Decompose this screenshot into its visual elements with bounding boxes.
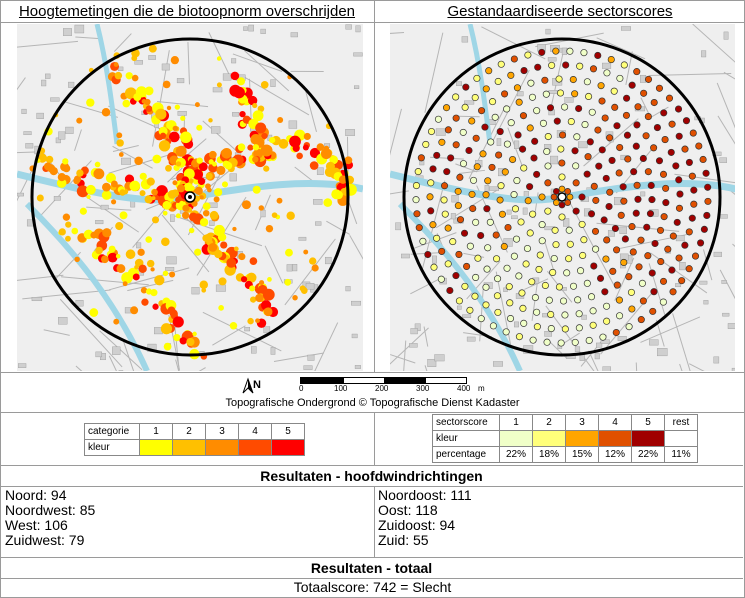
legend-score: 3 — [565, 414, 599, 431]
results-header: Resultaten - hoofdwindrichtingen — [0, 465, 743, 487]
result-noordwest: Noordwest: 85 — [5, 502, 96, 518]
right-map-title: Gestandaardiseerde sectorscores — [447, 3, 673, 20]
scale-tick-400: 400 — [457, 384, 471, 393]
result-west: West: 106 — [5, 517, 68, 533]
results-left: Noord: 94 Noordwest: 85 West: 106 Zuidwe… — [5, 488, 365, 548]
north-label: N — [253, 379, 261, 391]
left-height-map — [17, 24, 363, 371]
legend-percentage-label: percentage — [432, 446, 500, 463]
legend-color-label: kleur — [84, 439, 140, 456]
legend-swatch — [172, 439, 206, 456]
legend-category-label: categorie — [84, 423, 140, 440]
result-oost: Oost: 118 — [378, 502, 438, 518]
legend-swatch — [631, 430, 665, 447]
scale-tick-0: 0 — [299, 384, 304, 393]
legend-color-label: kleur — [432, 430, 500, 447]
result-zuidwest: Zuidwest: 79 — [5, 532, 85, 548]
legend-score: 2 — [532, 414, 566, 431]
legend-category: 3 — [205, 423, 239, 440]
legend-swatch — [205, 439, 239, 456]
legend-score-label: sectorscore — [432, 414, 500, 431]
result-noordoost: Noordoost: 111 — [378, 487, 472, 503]
legend-swatch — [499, 430, 533, 447]
legend-score: 4 — [598, 414, 632, 431]
legend-score: 5 — [631, 414, 665, 431]
legend-percentage: 18% — [532, 446, 566, 463]
legend-swatch — [139, 439, 173, 456]
legend-score: 1 — [499, 414, 533, 431]
legend-score: rest — [664, 414, 698, 431]
map-credit: Topografische Ondergrond © Topografische… — [225, 397, 520, 409]
results-right: Noordoost: 111 Oost: 118 Zuidoost: 94 Zu… — [378, 488, 738, 548]
right-legend: sectorscore 1 2 3 4 5 rest kleur percent… — [432, 414, 698, 463]
legend-category: 1 — [139, 423, 173, 440]
scale-tick-300: 300 — [416, 384, 430, 393]
right-sector-map — [390, 24, 735, 371]
legend-category: 2 — [172, 423, 206, 440]
legend-percentage: 15% — [565, 446, 599, 463]
north-arrow-icon — [242, 377, 254, 394]
legend-category: 5 — [271, 423, 305, 440]
scale-unit: m — [478, 384, 485, 393]
north-arrow: N — [240, 375, 264, 395]
legend-swatch — [565, 430, 599, 447]
legend-percentage: 22% — [499, 446, 533, 463]
scale-bar: 0 100 200 300 400 m — [299, 377, 490, 397]
legend-swatch — [238, 439, 272, 456]
legend-category: 4 — [238, 423, 272, 440]
legend-percentage: 22% — [631, 446, 665, 463]
total-score: Totaalscore: 742 = Slecht — [293, 579, 452, 595]
legend-swatch — [271, 439, 305, 456]
left-legend: categorie 1 2 3 4 5 kleur — [84, 423, 305, 456]
result-noord: Noord: 94 — [5, 487, 67, 503]
result-zuid: Zuid: 55 — [378, 532, 429, 548]
scale-tick-200: 200 — [375, 384, 389, 393]
total-header: Resultaten - totaal — [0, 557, 743, 579]
legend-percentage: 11% — [664, 446, 698, 463]
legend-swatch — [664, 430, 698, 447]
scale-tick-100: 100 — [334, 384, 348, 393]
left-map-title: Hoogtemetingen die de biotoopnorm oversc… — [18, 3, 356, 20]
legend-swatch — [532, 430, 566, 447]
legend-swatch — [598, 430, 632, 447]
result-zuidoost: Zuidoost: 94 — [378, 517, 456, 533]
legend-percentage: 12% — [598, 446, 632, 463]
